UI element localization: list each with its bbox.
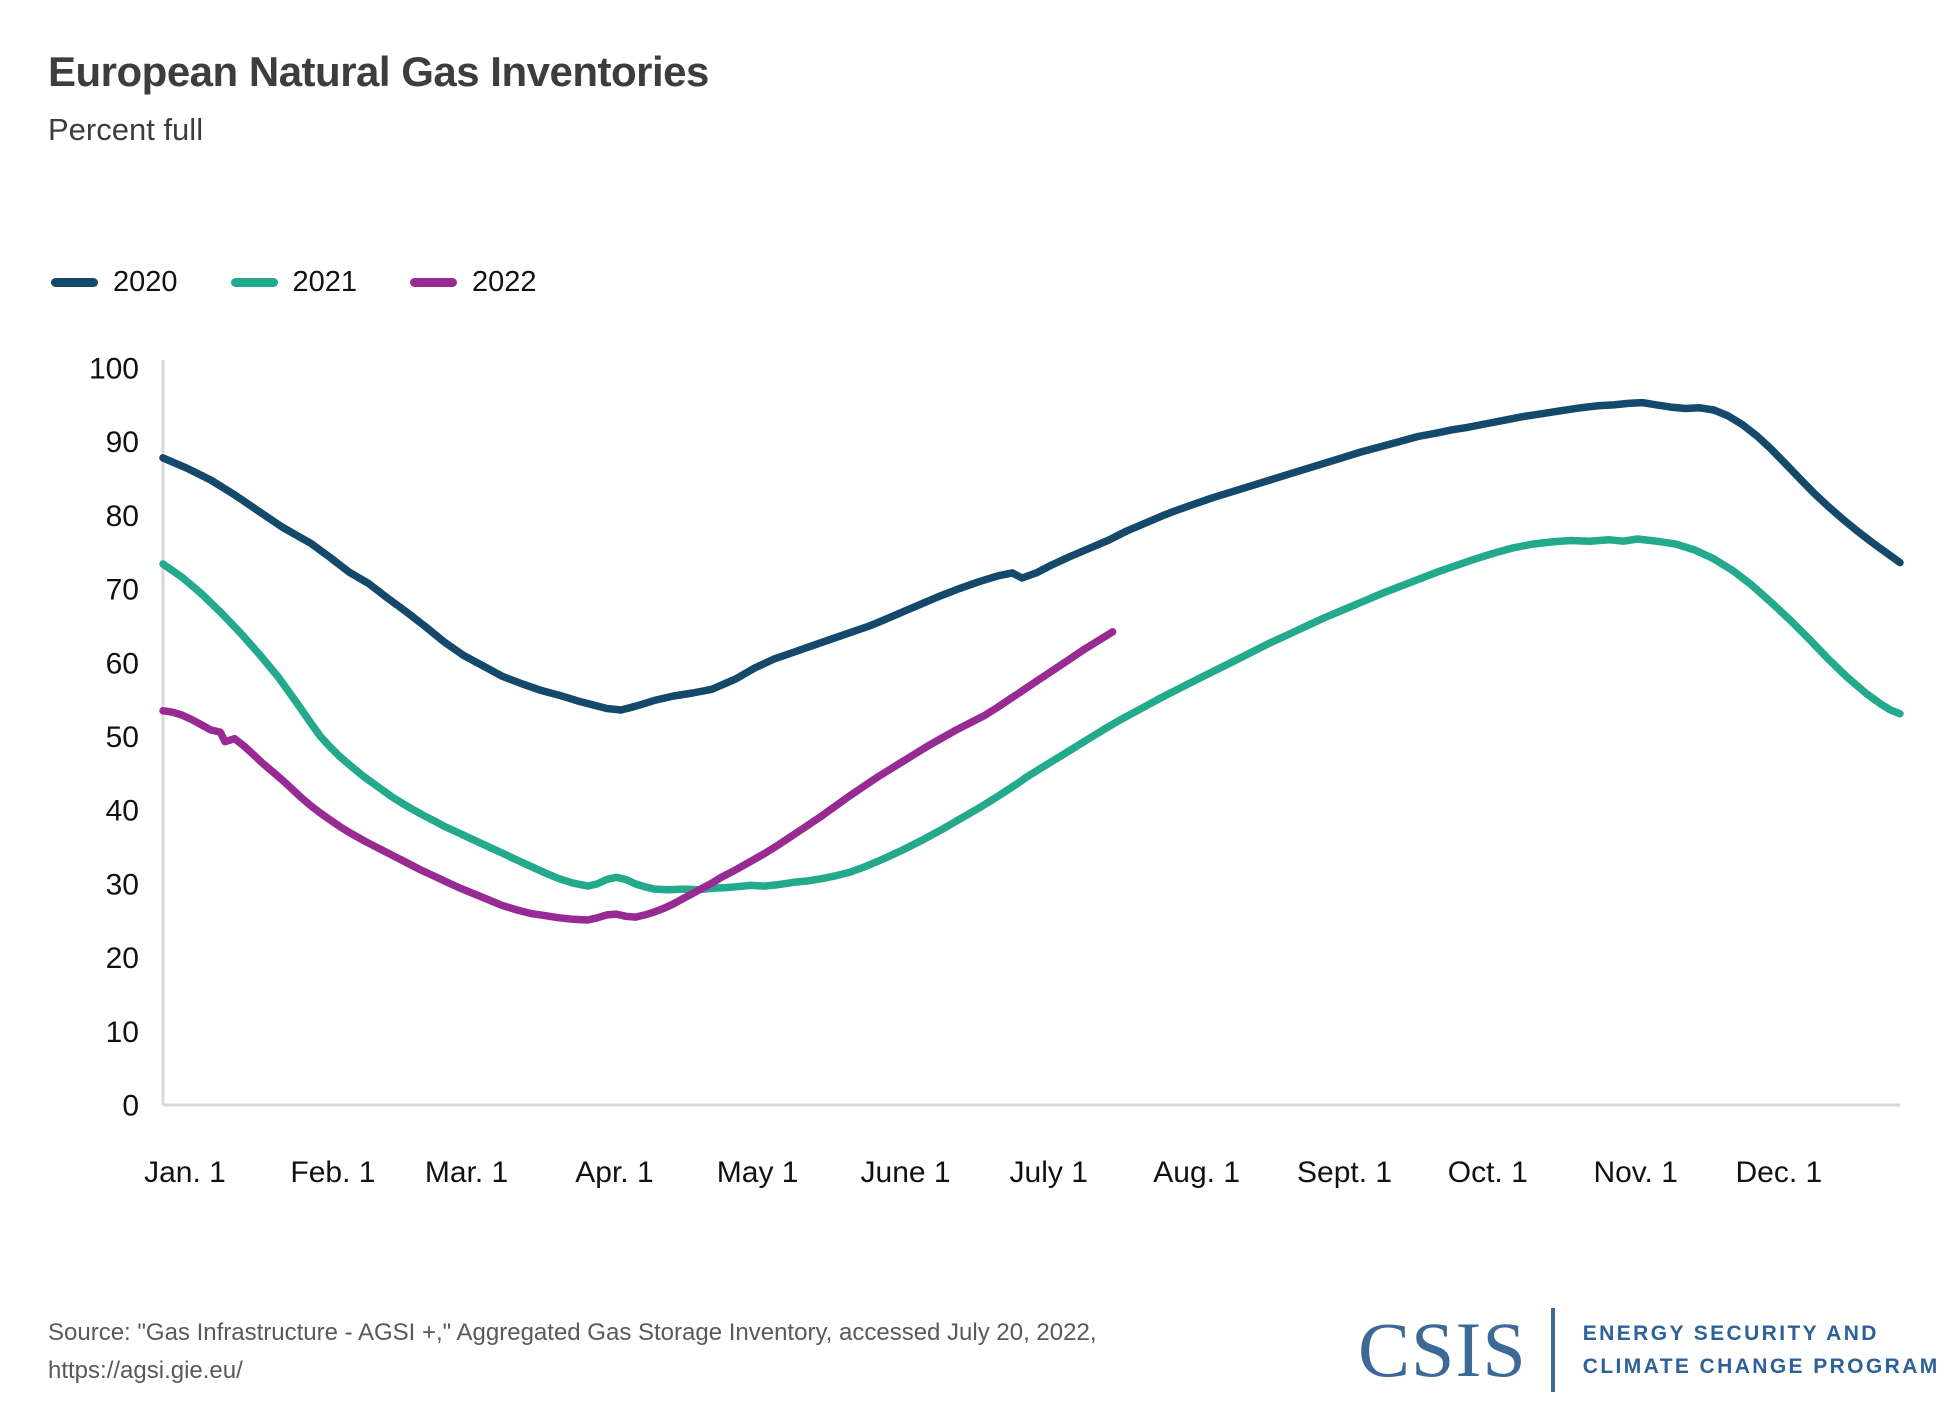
chart-title: European Natural Gas Inventories: [48, 48, 709, 95]
source-line-1: Source: "Gas Infrastructure - AGSI +," A…: [48, 1319, 1097, 1346]
logo-program-name: ENERGY SECURITY AND CLIMATE CHANGE PROGR…: [1583, 1317, 1940, 1383]
y-tick-label: 40: [106, 795, 139, 828]
source-note: Source: "Gas Infrastructure - AGSI +," A…: [48, 1314, 1097, 1390]
series-line-2022: [159, 628, 1117, 924]
y-tick-label: 80: [106, 500, 139, 533]
x-tick-label: Apr. 1: [575, 1156, 653, 1189]
x-tick-label: Jan. 1: [144, 1156, 226, 1189]
x-tick-label: Mar. 1: [425, 1156, 508, 1189]
x-tick-label: Nov. 1: [1593, 1156, 1677, 1189]
y-tick-label: 90: [106, 426, 139, 459]
y-tick-label: 100: [89, 353, 139, 386]
x-tick-label: Aug. 1: [1153, 1156, 1240, 1189]
legend-item-2021: 2021: [230, 266, 358, 299]
legend-swatch-2022-icon: [410, 278, 458, 287]
legend-label-2022: 2022: [472, 266, 537, 298]
legend-swatch-2021-icon: [230, 278, 278, 287]
legend-swatch-2020-icon: [51, 278, 98, 287]
logo-divider: [1550, 1308, 1555, 1392]
y-tick-label: 50: [106, 721, 139, 754]
x-tick-label: June 1: [861, 1156, 951, 1189]
y-tick-label: 70: [106, 574, 139, 607]
y-tick-label: 20: [106, 942, 139, 975]
legend: 2020 2021 2022: [51, 266, 590, 299]
y-tick-label: 10: [106, 1016, 139, 1049]
y-tick-label: 30: [106, 868, 139, 901]
x-tick-label: July 1: [1010, 1156, 1088, 1189]
x-tick-label: Feb. 1: [290, 1156, 375, 1189]
csis-logo: CSIS ENERGY SECURITY AND CLIMATE CHANGE …: [1358, 1300, 1940, 1400]
y-tick-label: 60: [106, 647, 139, 680]
x-tick-label: Oct. 1: [1448, 1156, 1528, 1189]
logo-program-line-2: CLIMATE CHANGE PROGRAM: [1582, 1355, 1940, 1378]
legend-item-2020: 2020: [51, 266, 178, 299]
y-tick-label: 0: [122, 1090, 139, 1123]
series-line-2021: [159, 535, 1904, 894]
x-tick-label: Sept. 1: [1297, 1156, 1392, 1189]
series-line-2020: [159, 398, 1904, 714]
legend-item-2022: 2022: [410, 266, 537, 299]
logo-program-line-1: ENERGY SECURITY AND: [1582, 1322, 1879, 1345]
x-tick-label: Dec. 1: [1735, 1156, 1822, 1189]
source-link[interactable]: https://agsi.gie.eu/: [48, 1357, 243, 1384]
x-tick-label: May 1: [717, 1156, 799, 1189]
chart-subtitle: Percent full: [48, 112, 204, 147]
legend-label-2021: 2021: [292, 266, 358, 298]
legend-label-2020: 2020: [113, 266, 178, 298]
csis-wordmark: CSIS: [1358, 1306, 1527, 1393]
